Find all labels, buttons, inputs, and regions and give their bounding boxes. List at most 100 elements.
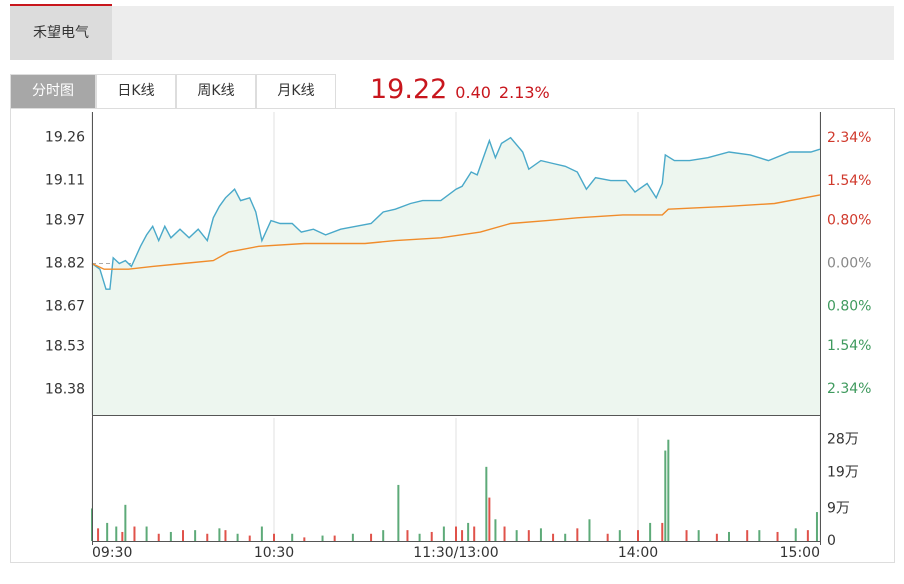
y-tick-label: 0 <box>827 533 836 549</box>
y-tick-label: 18.53 <box>45 338 85 354</box>
volume-bar <box>667 439 670 541</box>
y-tick-label: 19.11 <box>45 173 85 189</box>
y-tick-label: 28万 <box>827 432 859 448</box>
volume-bar <box>145 526 148 541</box>
volume-bar <box>806 530 809 541</box>
stock-tab[interactable]: 禾望电气 <box>10 4 112 60</box>
chart-frame <box>10 108 895 563</box>
volume-bar <box>588 519 591 541</box>
volume-bar <box>303 537 306 541</box>
y2-tick-label: 1.54% <box>827 173 871 189</box>
volume-bar <box>206 533 209 541</box>
x-tick-label: 11:30/13:00 <box>413 545 498 561</box>
volume-bar <box>370 533 373 541</box>
y-tick-label: 19万 <box>827 464 859 480</box>
tab[interactable]: 分时图 <box>10 74 96 108</box>
volume-bar <box>815 512 818 541</box>
volume-bar <box>430 531 433 541</box>
volume-bar <box>758 530 761 541</box>
volume-bar <box>194 530 197 541</box>
volume-bar <box>224 530 227 541</box>
volume-bar <box>461 530 464 541</box>
y-tick-label: 18.67 <box>45 298 85 314</box>
volume-bar <box>442 526 445 541</box>
y-tick-label: 9万 <box>827 500 850 516</box>
volume-bar <box>351 533 354 541</box>
tabs: 分时图 日K线 周K线 月K线 <box>10 74 336 108</box>
volume-bar <box>776 531 779 541</box>
volume-bar <box>746 530 749 541</box>
tab[interactable]: 日K线 <box>96 74 176 108</box>
volume-bar <box>406 530 409 541</box>
volume-bar <box>124 504 127 541</box>
volume-bar <box>382 530 385 541</box>
tab[interactable]: 月K线 <box>256 74 336 108</box>
volume-bar <box>455 526 457 541</box>
y2-tick-label: 0.00% <box>827 256 871 272</box>
volume-bar <box>97 528 100 541</box>
change: 0.40 <box>455 83 491 102</box>
volume-bar <box>121 531 124 541</box>
volume-bar <box>576 528 579 541</box>
y2-tick-label: 2.34% <box>827 381 871 397</box>
volume-bar <box>494 519 497 541</box>
volume-bar <box>133 526 136 541</box>
volume-bar <box>539 528 542 541</box>
volume-bar <box>236 533 239 541</box>
y2-tick-label: 1.54% <box>827 338 871 354</box>
volume-bar <box>618 530 621 541</box>
volume-bar <box>794 528 797 541</box>
y2-tick-label: 2.34% <box>827 130 871 146</box>
volume-bar <box>467 522 470 541</box>
volume-bar <box>333 535 336 541</box>
price: 19.22 <box>370 74 448 105</box>
y-tick-label: 18.38 <box>45 381 85 397</box>
top-bar <box>10 6 894 60</box>
volume-bar <box>248 535 251 541</box>
volume-bar <box>182 530 184 541</box>
volume-bar <box>418 533 421 541</box>
volume-bar <box>661 522 664 541</box>
volume-bar <box>697 530 700 541</box>
y2-tick-label: 0.80% <box>827 213 871 229</box>
volume-bar <box>397 484 400 541</box>
x-tick-label: 14:00 <box>618 545 658 561</box>
volume-bar <box>649 522 652 541</box>
volume-bar <box>488 497 491 541</box>
change-pct: 2.13% <box>498 83 550 102</box>
volume-bar <box>260 526 263 541</box>
volume-bar <box>106 522 109 541</box>
y-tick-label: 18.82 <box>45 256 85 272</box>
price-line <box>91 136 821 290</box>
volume-bar <box>503 526 506 541</box>
volume-bar <box>728 531 730 541</box>
y-tick-label: 18.97 <box>45 213 85 229</box>
volume-bar <box>169 531 172 541</box>
volume-bar <box>485 466 488 541</box>
tab[interactable]: 周K线 <box>176 74 256 108</box>
volume-bar <box>291 533 294 541</box>
quote: 19.22 0.40 2.13% <box>370 74 558 108</box>
volume-bar <box>715 533 718 541</box>
volume-bar <box>218 528 221 541</box>
volume-bar <box>473 526 476 541</box>
volume-bar <box>685 530 688 541</box>
volume-bar <box>552 533 555 541</box>
volume-bar <box>273 533 275 541</box>
x-tick-label: 15:00 <box>780 545 820 561</box>
average-line <box>91 194 821 270</box>
x-tick-label: 10:30 <box>254 545 294 561</box>
volume-bar <box>606 533 609 541</box>
volume-bar <box>664 450 667 541</box>
volume-bar <box>527 530 530 541</box>
x-tick-label: 09:30 <box>92 545 132 561</box>
volume-bar <box>157 533 160 541</box>
volume-bar <box>637 530 639 541</box>
volume-bar <box>564 533 567 541</box>
volume-bar <box>515 530 518 541</box>
volume-bar <box>321 535 324 541</box>
price-area <box>92 137 820 415</box>
y-tick-label: 19.26 <box>45 130 85 146</box>
